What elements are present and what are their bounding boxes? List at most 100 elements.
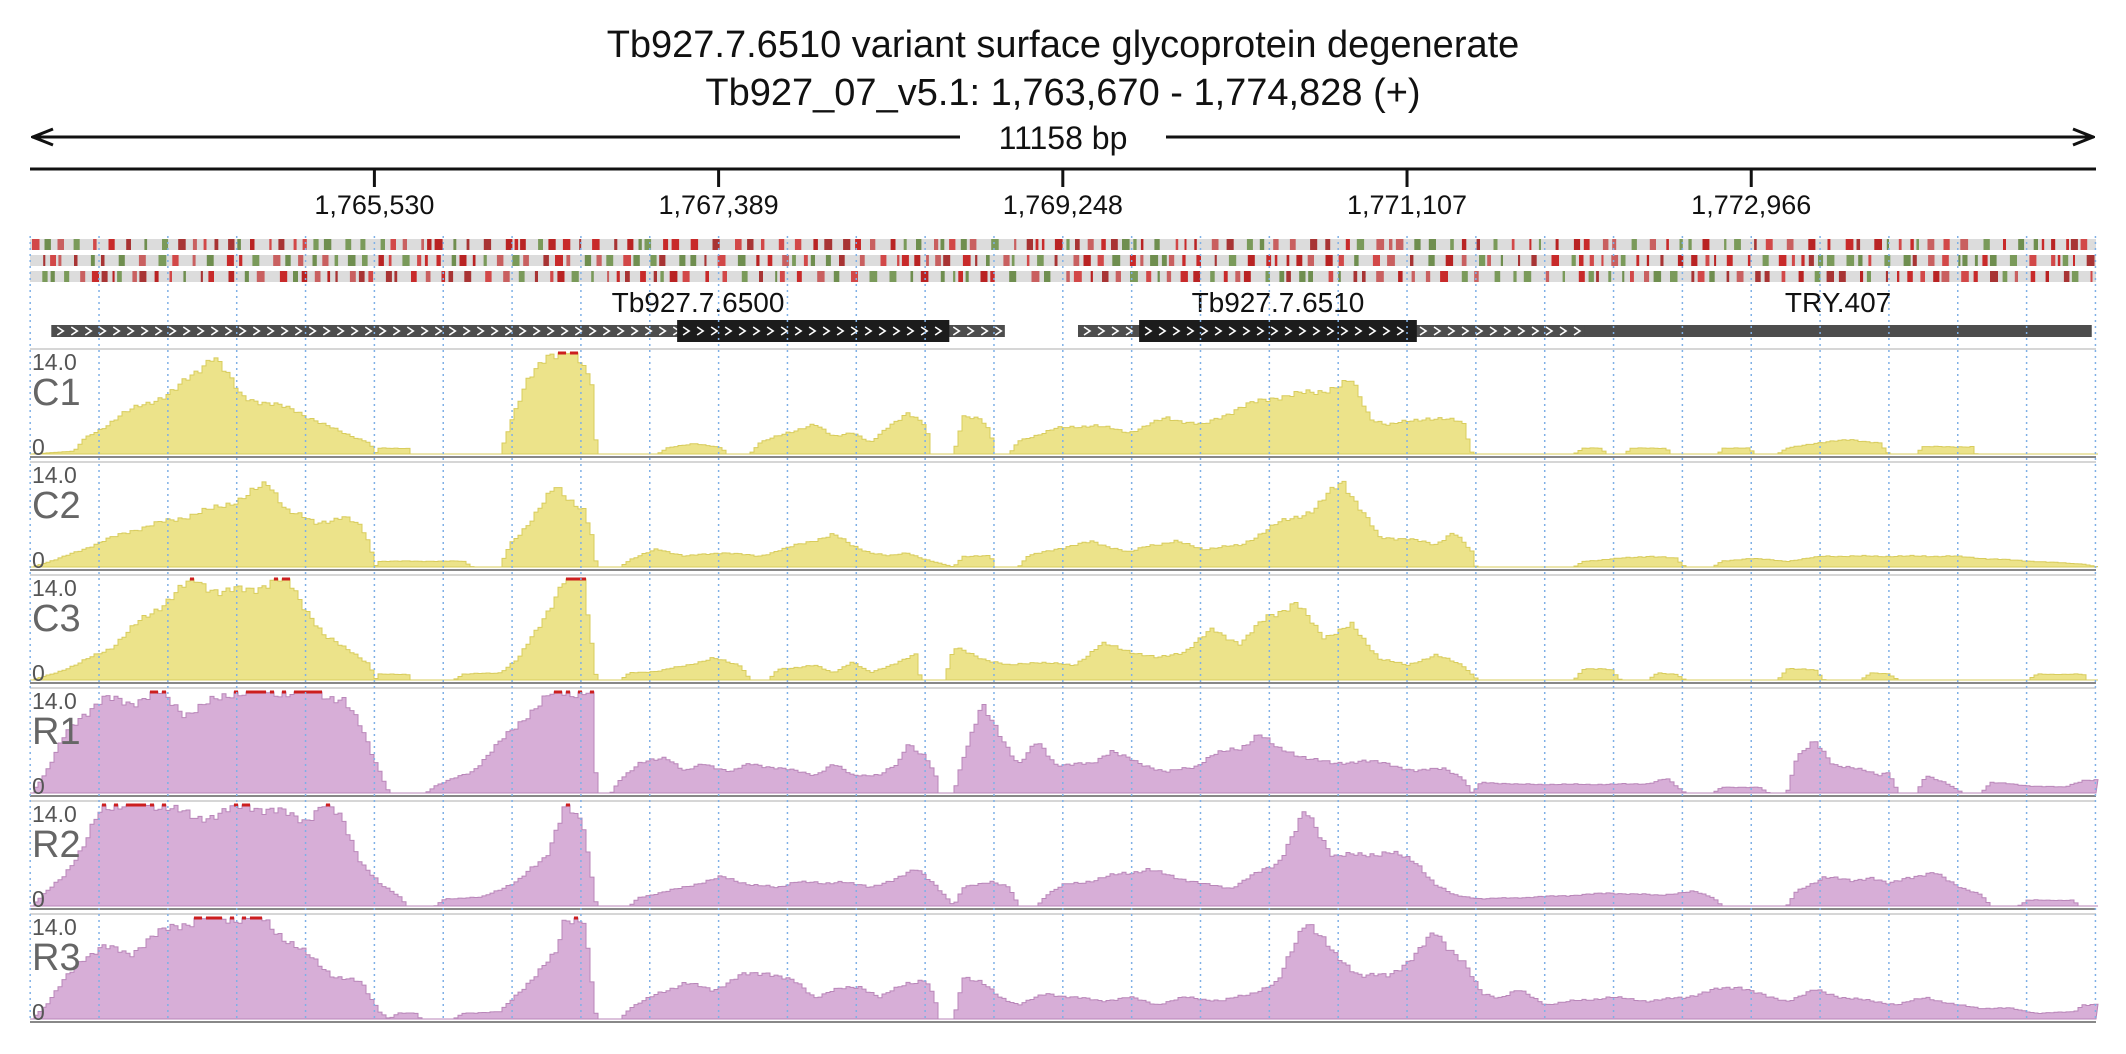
strand-chevron <box>1354 326 1363 336</box>
sequence-mark <box>1545 271 1550 282</box>
strand-chevron <box>1573 326 1582 336</box>
sequence-mark <box>1709 271 1715 282</box>
sequence-mark <box>57 239 64 250</box>
sequence-mark <box>1858 255 1863 266</box>
sequence-mark <box>42 271 48 282</box>
strand-chevron <box>560 326 569 336</box>
sequence-mark <box>614 239 618 250</box>
coverage-area-R1 <box>30 691 2099 794</box>
sequence-mark <box>965 271 969 282</box>
track-name-C1: C1 <box>32 372 81 414</box>
strand-chevron <box>780 326 789 336</box>
strand-chevron <box>1270 326 1279 336</box>
strand-chevron <box>696 326 705 336</box>
sequence-mark <box>2018 239 2025 250</box>
sequence-mark <box>557 271 565 282</box>
sequence-mark <box>1133 239 1137 250</box>
sequence-mark <box>1494 271 1501 282</box>
sequence-mark <box>669 271 678 282</box>
sequence-mark <box>1726 271 1730 282</box>
strand-chevron <box>1228 326 1237 336</box>
sequence-mark <box>1653 271 1662 282</box>
sequence-mark <box>58 255 62 266</box>
sequence-mark <box>1474 271 1479 282</box>
sequence-mark <box>1518 255 1521 266</box>
sequence-mark <box>627 239 634 250</box>
strand-chevron <box>1433 326 1442 336</box>
sequence-mark <box>2051 255 2056 266</box>
sequence-mark <box>566 255 571 266</box>
sequence-mark <box>671 239 680 250</box>
strand-chevron <box>1503 326 1512 336</box>
sequence-mark <box>302 239 307 250</box>
sequence-mark <box>1920 271 1925 282</box>
sequence-mark <box>1724 239 1727 250</box>
sequence-mark <box>2090 271 2093 282</box>
strand-chevron <box>1097 326 1106 336</box>
sequence-mark <box>660 271 664 282</box>
sequence-mark <box>1579 255 1584 266</box>
sequence-mark <box>1726 255 1733 266</box>
sequence-mark <box>958 271 963 282</box>
sequence-mark <box>1747 255 1751 266</box>
sequence-mark <box>345 239 352 250</box>
sequence-mark <box>794 239 802 250</box>
sequence-mark <box>1941 271 1950 282</box>
sequence-mark <box>949 239 956 250</box>
sequence-mark <box>851 271 858 282</box>
sequence-mark <box>1644 271 1650 282</box>
sequence-mark <box>1942 255 1949 266</box>
sequence-mark <box>1649 239 1656 250</box>
sequence-mark <box>192 239 197 250</box>
sequence-mark <box>1414 239 1421 250</box>
sequence-mark <box>1702 239 1710 250</box>
strand-chevron <box>682 326 691 336</box>
sequence-mark <box>1910 239 1914 250</box>
sequence-mark <box>1705 255 1710 266</box>
ruler-tick-label: 1,772,966 <box>1691 190 1811 220</box>
y-min-label: 0 <box>32 999 45 1025</box>
sequence-mark <box>813 239 818 250</box>
sequence-mark <box>1428 239 1436 250</box>
sequence-mark <box>1168 255 1175 266</box>
strand-chevron <box>504 326 513 336</box>
coverage-track-C2: 14.0C2 0 <box>30 461 2099 573</box>
sequence-mark <box>571 271 579 282</box>
sequence-mark <box>226 255 234 266</box>
sequence-mark <box>591 271 594 282</box>
sequence-mark <box>44 239 51 250</box>
sequence-mark <box>1247 255 1255 266</box>
coverage-track-R3: 14.0R3 0 <box>30 913 2099 1025</box>
sequence-mark <box>1273 239 1279 250</box>
sequence-mark <box>833 271 840 282</box>
sequence-mark <box>1286 271 1291 282</box>
sequence-mark <box>64 271 70 282</box>
sequence-mark <box>1372 255 1380 266</box>
sequence-mark <box>1513 271 1517 282</box>
sequence-mark <box>756 255 760 266</box>
sequence-mark <box>1612 239 1617 250</box>
strand-chevron <box>808 326 817 336</box>
sequence-mark <box>269 239 272 250</box>
sequence-frame-3 <box>30 271 2096 282</box>
sequence-mark <box>916 239 922 250</box>
sequence-mark <box>940 239 945 250</box>
sequence-mark <box>640 271 646 282</box>
sequence-mark <box>483 239 492 250</box>
sequence-mark <box>312 255 317 266</box>
sequence-mark <box>1425 271 1431 282</box>
sequence-mark <box>1354 255 1359 266</box>
sequence-mark <box>208 271 214 282</box>
sequence-mark <box>1898 239 1902 250</box>
sequence-mark <box>1389 239 1393 250</box>
sequence-mark <box>293 271 298 282</box>
strand-chevron <box>752 326 761 336</box>
sequence-mark <box>505 239 513 250</box>
sequence-mark <box>935 255 941 266</box>
sequence-mark <box>1611 255 1619 266</box>
sequence-mark <box>158 255 167 266</box>
strand-chevron <box>238 326 247 336</box>
sequence-mark <box>1573 239 1581 250</box>
strand-chevron <box>280 326 289 336</box>
